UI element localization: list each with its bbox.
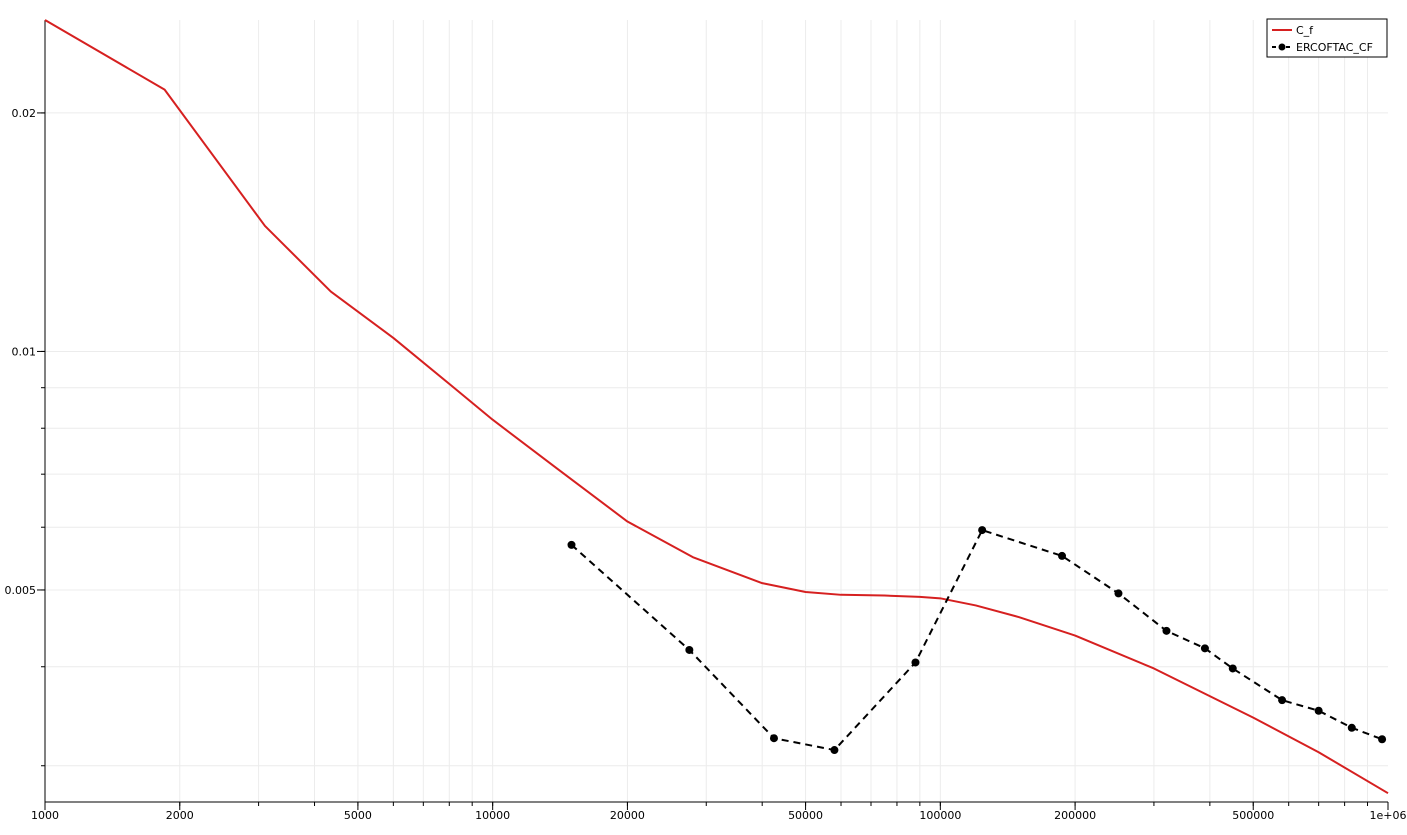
legend: C_f ERCOFTAC_CF bbox=[1266, 18, 1388, 58]
axes: 1000 2000 5000 10000 20000 50000 100000 200000 5… bbox=[5, 20, 1407, 822]
data-point bbox=[1378, 735, 1387, 744]
legend-marker bbox=[1278, 43, 1286, 51]
series-plot-area bbox=[44, 19, 1389, 795]
x-tick-label: 20000 bbox=[610, 809, 645, 822]
y-tick-label: 0.005 bbox=[5, 584, 37, 597]
data-point bbox=[1200, 644, 1209, 653]
data-point bbox=[769, 734, 778, 743]
data-point bbox=[1278, 696, 1287, 705]
data-point bbox=[567, 540, 576, 549]
grid bbox=[44, 20, 1388, 802]
legend-label: ERCOFTAC_CF bbox=[1296, 41, 1373, 54]
x-tick-label: 100000 bbox=[919, 809, 961, 822]
data-point bbox=[830, 746, 839, 755]
x-tick-label: 10000 bbox=[475, 809, 510, 822]
x-tick-label: 1000 bbox=[31, 809, 59, 822]
data-point bbox=[978, 526, 987, 535]
x-tick-label: 500000 bbox=[1232, 809, 1274, 822]
x-tick-label: 50000 bbox=[788, 809, 823, 822]
x-tick-label: 200000 bbox=[1054, 809, 1096, 822]
series-line-c-f bbox=[44, 19, 1389, 795]
series-line-ercoftac-cf bbox=[570, 529, 1383, 752]
y-tick-label: 0.02 bbox=[12, 107, 37, 120]
y-tick-label: 0.01 bbox=[12, 345, 37, 358]
legend-box bbox=[1266, 18, 1388, 58]
data-point bbox=[1228, 664, 1237, 673]
data-point bbox=[1314, 706, 1323, 715]
data-point bbox=[911, 658, 920, 667]
x-tick-label: 5000 bbox=[344, 809, 372, 822]
data-point bbox=[1347, 723, 1356, 732]
data-point bbox=[1162, 626, 1171, 635]
x-tick-label: 2000 bbox=[166, 809, 194, 822]
data-point bbox=[685, 645, 694, 654]
data-point bbox=[1058, 551, 1067, 560]
legend-label: C_f bbox=[1296, 24, 1314, 37]
x-tick-label: 1e+06 bbox=[1370, 809, 1407, 822]
data-point bbox=[1114, 589, 1123, 598]
